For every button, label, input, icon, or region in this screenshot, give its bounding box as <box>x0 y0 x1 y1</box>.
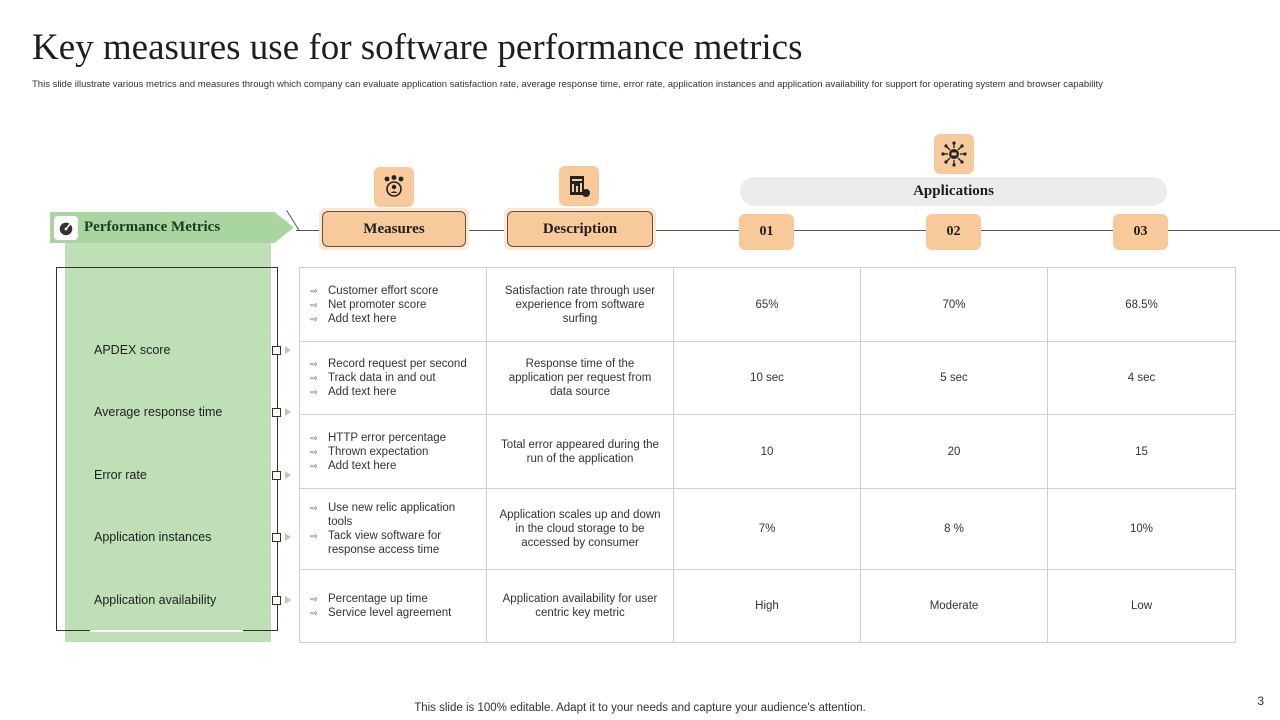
metric-arrow <box>285 533 291 541</box>
description-cell: Satisfaction rate through user experienc… <box>486 267 674 342</box>
metrics-panel <box>65 243 271 642</box>
value-cell: 4 sec <box>1047 341 1236 415</box>
list-item: ⇨ Thrown expectation <box>310 445 429 458</box>
list-item: ⇨ Record request per second <box>310 358 467 370</box>
measures-header: Measures <box>319 208 469 250</box>
performance-metrics-banner: Performance Metrics <box>50 212 294 243</box>
page-title: Key measures use for software performanc… <box>32 27 803 68</box>
metric-arrow <box>285 596 291 604</box>
page-subtitle: This slide illustrate various metrics an… <box>32 79 1103 90</box>
list-item: ⇨ HTTP error percentage <box>310 431 447 444</box>
metric-connector-dot <box>272 596 281 605</box>
app-number-01: 01 <box>739 214 794 250</box>
list-item: ⇨ Add text here <box>310 386 397 398</box>
metric-connector-dot <box>272 408 281 417</box>
metric-arrow <box>285 471 291 479</box>
value-cell: 70% <box>860 267 1048 342</box>
value-cell: 68.5% <box>1047 267 1236 342</box>
description-cell: Total error appeared during the run of t… <box>486 414 674 489</box>
metric-arrow <box>285 346 291 354</box>
applications-header: Applications <box>740 177 1167 206</box>
value-cell: 15 <box>1047 414 1236 489</box>
list-item: ⇨ Track data in and out <box>310 372 436 384</box>
description-header: Description <box>504 208 656 250</box>
table-row: ⇨ Percentage up time ⇨ Service level agree… <box>299 569 1236 643</box>
value-cell: 10 <box>673 414 861 489</box>
value-cell: 65% <box>673 267 861 342</box>
description-cell: Response time of the application per req… <box>486 341 674 415</box>
metric-connector-dot <box>272 471 281 480</box>
measures-cell: ⇨ Use new relic application tools ⇨ Tack v… <box>299 488 487 570</box>
value-cell: High <box>673 569 861 643</box>
measures-cell: ⇨ HTTP error percentage ⇨ Thrown expectati… <box>299 414 487 489</box>
list-item: ⇨ Percentage up time <box>310 593 428 605</box>
value-cell: 5 sec <box>860 341 1048 415</box>
metrics-panel-underline <box>90 630 243 632</box>
table-row: ⇨ HTTP error percentage ⇨ Thrown expectati… <box>299 414 1236 489</box>
metric-average-response-time: Average response time <box>94 405 223 419</box>
metric-arrow <box>285 408 291 416</box>
measures-cell: ⇨ Percentage up time ⇨ Service level agree… <box>299 569 487 643</box>
page-number: 3 <box>1257 694 1264 708</box>
table-row: ⇨ Record request per second ⇨ Track data i… <box>299 341 1236 415</box>
network-hub-icon <box>934 134 974 174</box>
value-cell: 7% <box>673 488 861 570</box>
list-item: ⇨ Add text here <box>310 459 397 472</box>
description-header-label: Description <box>507 211 653 247</box>
value-cell: Moderate <box>860 569 1048 643</box>
value-cell: 20 <box>860 414 1048 489</box>
description-cell: Application scales up and down in the cl… <box>486 488 674 570</box>
measures-cell: ⇨ Customer effort score ⇨ Net promoter sco… <box>299 267 487 342</box>
app-number-02: 02 <box>926 214 981 250</box>
performance-metrics-label: Performance Metrics <box>84 219 221 235</box>
table-row: ⇨ Customer effort score ⇨ Net promoter sco… <box>299 267 1236 342</box>
list-item: ⇨ Service level agreement <box>310 607 452 619</box>
table-row: ⇨ Use new relic application tools ⇨ Tack v… <box>299 488 1236 570</box>
app-number-03: 03 <box>1113 214 1168 250</box>
value-cell: 10 sec <box>673 341 861 415</box>
metric-application-instances: Application instances <box>94 530 212 544</box>
value-cell: Low <box>1047 569 1236 643</box>
metric-connector-dot <box>272 533 281 542</box>
footer-note: This slide is 100% editable. Adapt it to… <box>414 702 866 714</box>
value-cell: 10% <box>1047 488 1236 570</box>
metric-connector-dot <box>272 346 281 355</box>
metric-apdex-score: APDEX score <box>94 343 171 357</box>
value-cell: 8 % <box>860 488 1048 570</box>
metric-application-availability: Application availability <box>94 593 217 607</box>
description-cell: Application availability for user centri… <box>486 569 674 643</box>
metric-error-rate: Error rate <box>94 468 147 482</box>
list-item: ⇨ Use new relic application tools <box>310 502 456 528</box>
gauge-icon <box>54 215 78 240</box>
team-review-icon <box>374 167 414 207</box>
metrics-panel-outline <box>56 267 278 631</box>
list-item: ⇨ Add text here <box>310 312 397 325</box>
measures-header-label: Measures <box>322 211 466 247</box>
list-item: ⇨ Net promoter score <box>310 298 427 311</box>
report-chart-icon <box>559 166 599 206</box>
metrics-table: ⇨ Customer effort score ⇨ Net promoter sco… <box>299 267 1236 643</box>
list-item: ⇨ Tack view software for response access … <box>310 530 442 556</box>
list-item: ⇨ Customer effort score <box>310 284 439 297</box>
measures-cell: ⇨ Record request per second ⇨ Track data i… <box>299 341 487 415</box>
